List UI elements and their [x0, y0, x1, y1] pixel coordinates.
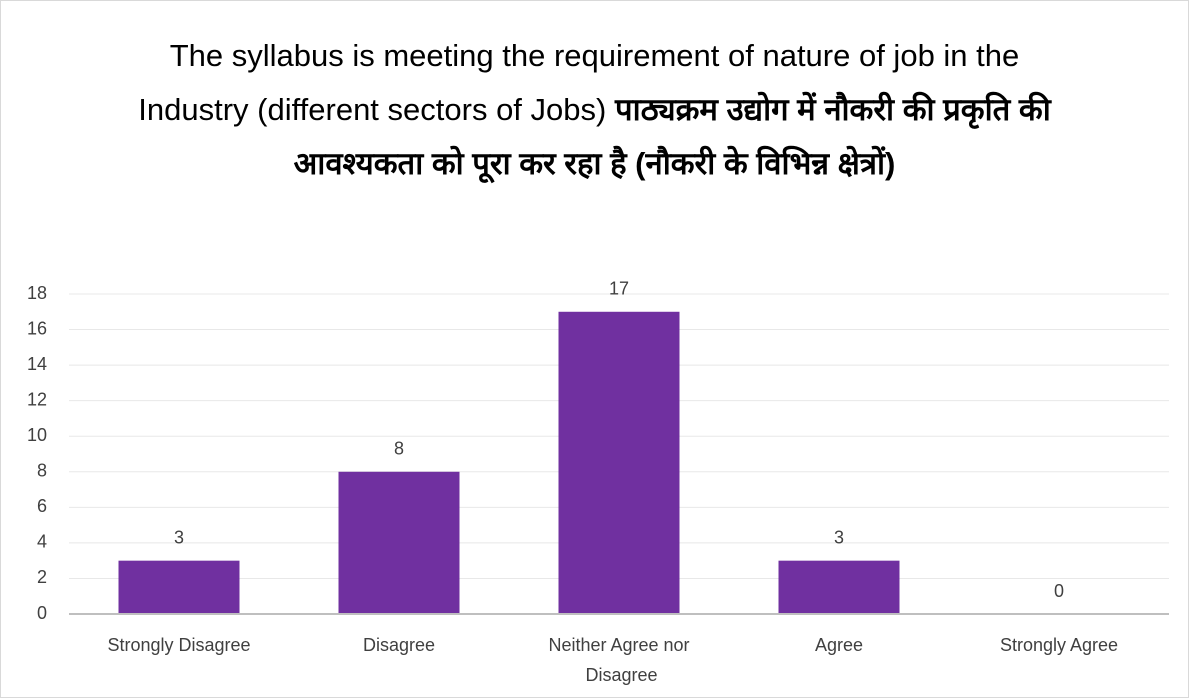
chart-title: The syllabus is meeting the requirement … — [111, 29, 1078, 191]
data-label: 3 — [174, 527, 184, 547]
x-tick-label: Strongly Agree — [1000, 635, 1118, 655]
y-tick-label: 16 — [27, 318, 47, 338]
data-label: 3 — [834, 527, 844, 547]
title-hindi: पाठ्यक्रम उद्योग में नौकरी की प्रकृति की… — [293, 92, 1051, 181]
y-tick-label: 18 — [27, 283, 47, 303]
y-tick-label: 4 — [37, 532, 47, 552]
data-label: 17 — [609, 279, 629, 299]
bar — [338, 471, 460, 614]
y-tick-label: 14 — [27, 354, 47, 374]
x-tick-label: Strongly Disagree — [107, 635, 250, 655]
y-tick-label: 10 — [27, 425, 47, 445]
y-tick-label: 6 — [37, 496, 47, 516]
y-tick-label: 2 — [37, 567, 47, 587]
y-tick-label: 8 — [37, 461, 47, 481]
y-tick-label: 12 — [27, 389, 47, 409]
bar — [558, 311, 680, 614]
bar — [118, 560, 240, 614]
x-tick-label: Disagree — [363, 635, 435, 655]
bar — [778, 560, 900, 614]
data-label: 8 — [394, 439, 404, 459]
x-tick-label: Neither Agree nor Disagree — [548, 635, 689, 685]
y-tick-label: 0 — [37, 603, 47, 623]
x-tick-label: Agree — [815, 635, 863, 655]
data-label: 0 — [1054, 581, 1064, 601]
title-english: The syllabus is meeting the requirement … — [138, 38, 1020, 127]
